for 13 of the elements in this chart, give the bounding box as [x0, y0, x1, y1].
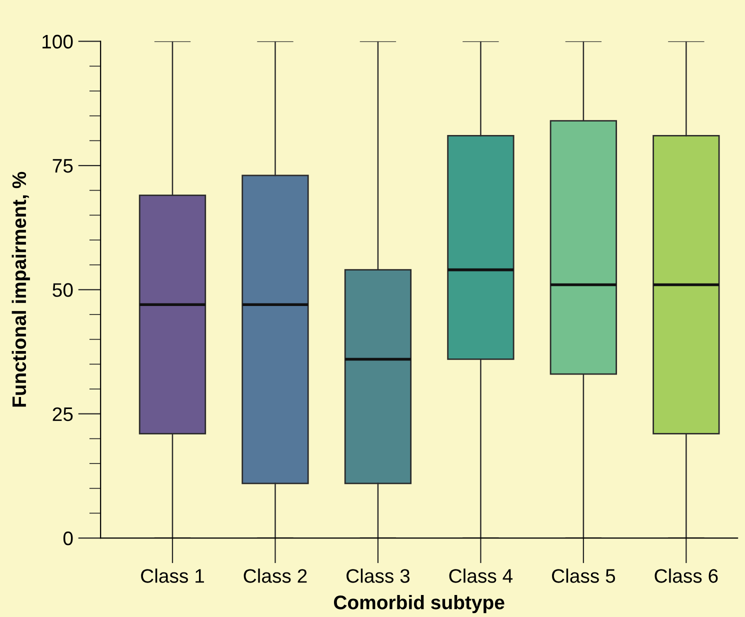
x-tick-label: Class 5	[552, 568, 616, 583]
y-axis-title: Functional impairment, %	[12, 172, 30, 407]
x-axis-title: Comorbid subtype	[334, 595, 504, 614]
x-tick-label: Class 1	[141, 568, 204, 583]
y-tick-label: 100	[42, 34, 73, 49]
x-tick-label: Class 6	[654, 568, 718, 583]
x-tick-label: Class 3	[346, 568, 410, 583]
y-tick-label: 25	[52, 407, 73, 422]
x-tick-label: Class 4	[449, 568, 513, 583]
y-tick-label: 75	[52, 159, 73, 173]
y-tick-label: 0	[63, 531, 73, 546]
y-tick-label: 50	[52, 283, 73, 297]
x-tick-label: Class 2	[244, 568, 307, 583]
